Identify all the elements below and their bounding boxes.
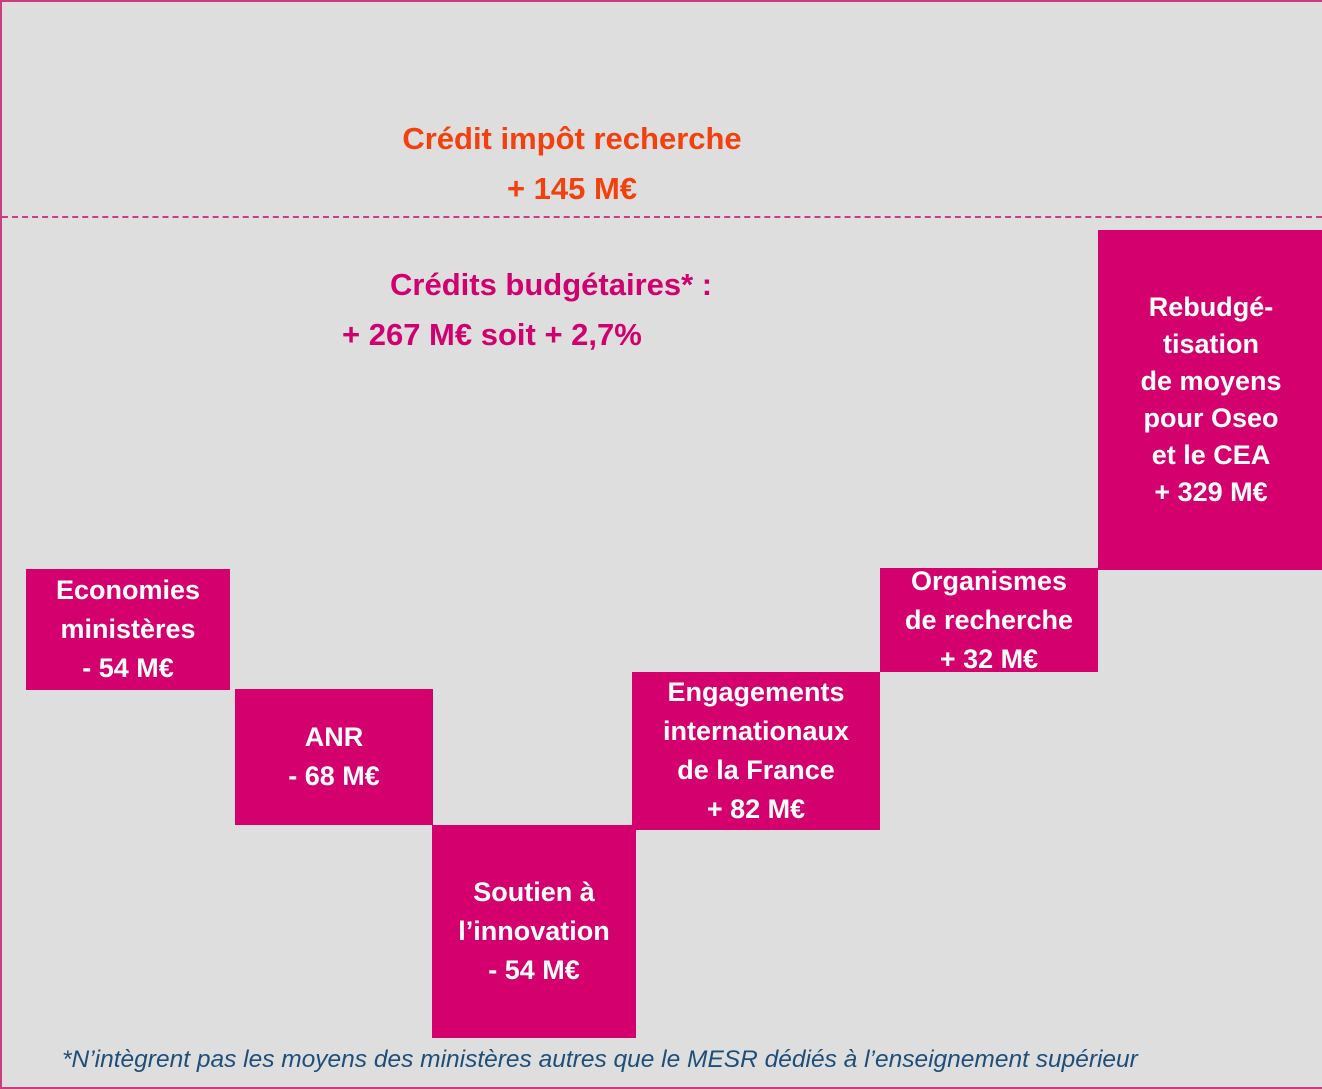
tax-credit-title: Crédit impôt recherche [402, 121, 742, 156]
box-line: Organismes [910, 565, 1068, 596]
budget-box: Rebudgé-tisation de moyens pour Oseo et le … [1098, 230, 1322, 570]
box-line: + 82 M€ [706, 794, 806, 824]
tax-credit-amount: + 145 M€ [506, 171, 638, 206]
box-line: de recherche [904, 604, 1074, 635]
divider [2, 216, 1322, 218]
budget-box: Soutien à l’innovation - 54 M€ [432, 825, 636, 1038]
footnote: *N’intègrent pas les moyens des ministèr… [62, 1046, 1138, 1073]
budget-title: Crédits budgétaires* : [390, 267, 713, 302]
box-line: Engagements [667, 677, 845, 707]
box-line: l’innovation [458, 916, 610, 946]
box-line: Economies [55, 575, 201, 605]
box-line: internationaux [662, 716, 850, 746]
budget-box: Economies ministères - 54 M€ [26, 569, 230, 690]
box-line: et le CEA [1151, 440, 1271, 470]
box-line: tisation [1162, 329, 1259, 359]
box-line: - 54 M€ [488, 955, 580, 985]
budget-amount: + 267 M€ soit + 2,7% [342, 317, 642, 352]
box-line: de moyens [1140, 366, 1282, 396]
box-line: Rebudgé- [1148, 292, 1274, 322]
budget-box: Organismes de recherche + 32 M€ [880, 566, 1098, 674]
box-line: + 32 M€ [939, 643, 1039, 674]
box-line: ministères [60, 614, 196, 644]
box-line: - 68 M€ [288, 761, 380, 791]
budget-credits: Crédits budgétaires* : + 267 M€ soit + 2… [342, 260, 832, 360]
box-line: ANR [304, 722, 364, 752]
tax-credit: Crédit impôt recherche + 145 M€ [322, 114, 822, 214]
budget-box: Engagements internationaux de la France + 8… [632, 672, 880, 830]
box-line: Soutien à [473, 877, 595, 907]
box-line: - 54 M€ [82, 653, 174, 683]
box-line: de la France [677, 755, 835, 785]
box-line: pour Oseo [1143, 403, 1279, 433]
budget-box: ANR - 68 M€ [235, 689, 433, 825]
box-line: + 329 M€ [1154, 477, 1268, 507]
